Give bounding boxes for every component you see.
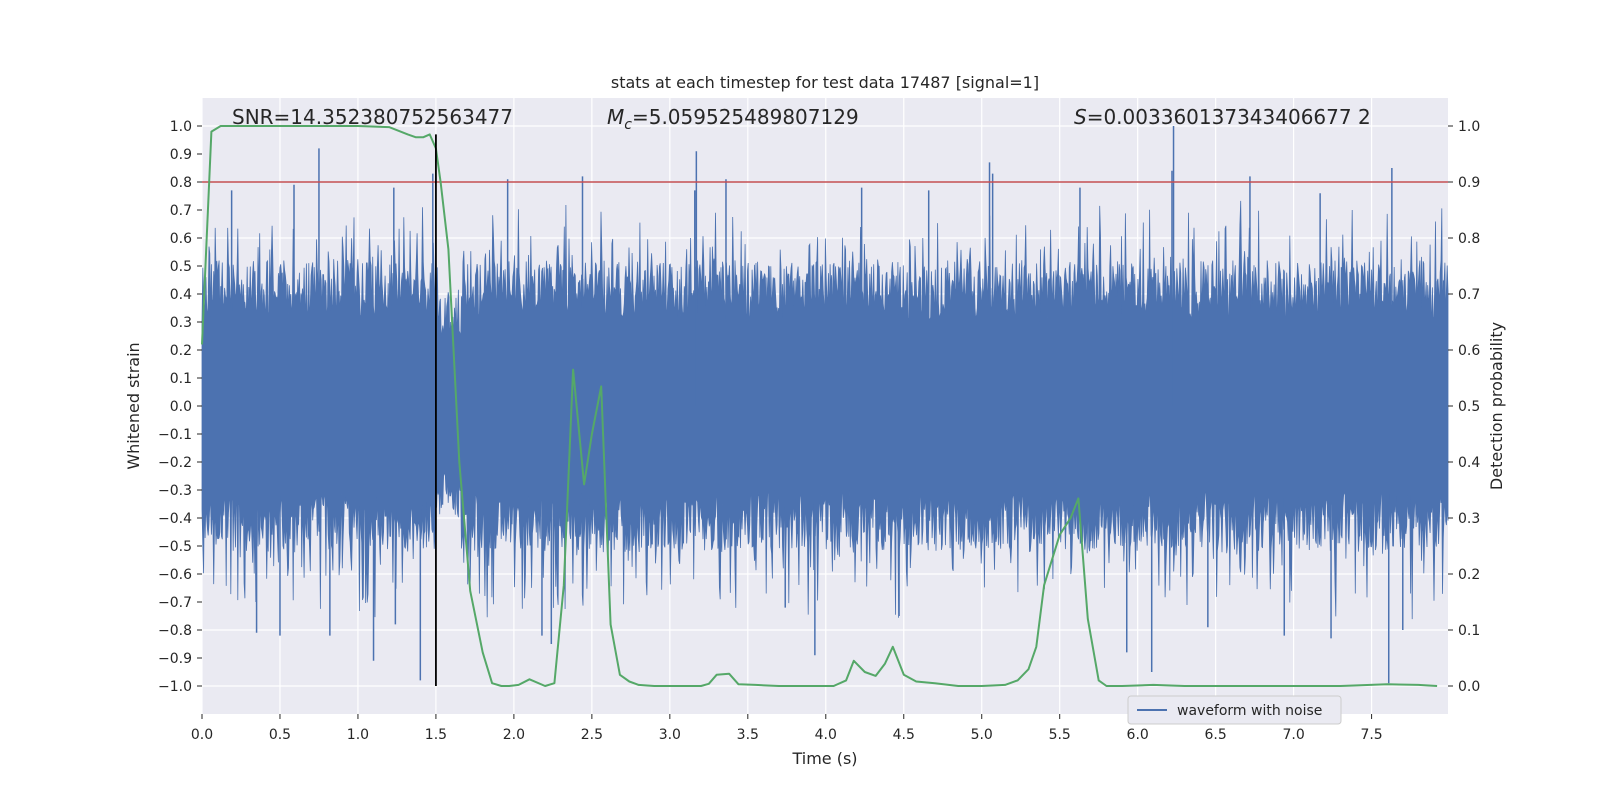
waveform-envelope <box>201 200 1449 620</box>
x-tick-label: 0.5 <box>269 727 291 743</box>
x-tick-label: 5.5 <box>1049 727 1071 743</box>
chart-title: stats at each timestep for test data 174… <box>611 73 1039 92</box>
y2-tick-label: 0.5 <box>1458 399 1480 415</box>
x-tick-label: 0.0 <box>191 727 213 743</box>
y-tick-label: 0.1 <box>170 371 192 387</box>
y2-tick-label: 0.4 <box>1458 455 1480 471</box>
y2-tick-label: 0.2 <box>1458 567 1480 583</box>
y-tick-label: 0.3 <box>170 315 192 331</box>
y-tick-label: −0.1 <box>158 427 192 443</box>
legend-box <box>1127 695 1342 725</box>
s-value: =0.003360137343406677 2 <box>1087 105 1371 129</box>
y-tick-label: −0.2 <box>158 455 192 471</box>
legend-label: waveform with noise <box>1177 703 1322 719</box>
s-symbol: S <box>1074 105 1087 129</box>
x-tick-label: 4.0 <box>815 727 837 743</box>
y-tick-label: 0.8 <box>170 175 192 191</box>
y2-tick-label: 0.3 <box>1458 511 1480 527</box>
x-tick-label: 6.5 <box>1205 727 1227 743</box>
legend: waveform with noise <box>1127 695 1342 725</box>
y-tick-label: 0.2 <box>170 343 192 359</box>
y2-axis-label: Detection probability <box>1487 322 1506 490</box>
y2-tick-label: 0.7 <box>1458 287 1480 303</box>
y2-tick-label: 0.1 <box>1458 623 1480 639</box>
x-tick-label: 1.0 <box>347 727 369 743</box>
y2-tick-label: 0.0 <box>1458 679 1480 695</box>
chirp-mass-value: =5.059525489807129 <box>632 105 859 129</box>
y-tick-label: 0.6 <box>170 231 192 247</box>
y-tick-label: 0.4 <box>170 287 192 303</box>
y-tick-label: −0.4 <box>158 511 192 527</box>
y2-tick-label: 0.6 <box>1458 343 1480 359</box>
x-tick-label: 6.0 <box>1127 727 1149 743</box>
y-tick-label: −0.7 <box>158 595 192 611</box>
chirp-mass-symbol: M <box>607 105 624 129</box>
snr-annotation: SNR=14.352380752563477 <box>232 105 513 129</box>
y-tick-label: 0.0 <box>170 399 192 415</box>
x-tick-label: 7.0 <box>1282 727 1304 743</box>
y2-tick-label: 0.8 <box>1458 231 1480 247</box>
chirp-mass-annotation: Mc=5.059525489807129 <box>607 105 859 133</box>
x-tick-label: 2.0 <box>503 727 525 743</box>
y-axis-right: 0.0 0.1 0.2 0.3 0.4 0.5 0.6 0.7 0.8 0.9 1.0 <box>1448 119 1480 695</box>
y2-tick-label: 0.9 <box>1458 175 1480 191</box>
x-axis: 0.0 0.5 1.0 1.5 2.0 2.5 3.0 3.5 4.0 4.5 5.0 5.5 6.0 6… <box>191 714 1383 743</box>
x-tick-label: 3.0 <box>659 727 681 743</box>
detection-probability-series <box>201 125 1438 687</box>
y-tick-label: 0.5 <box>170 259 192 275</box>
x-tick-label: 2.5 <box>581 727 603 743</box>
y-tick-label: −1.0 <box>158 679 192 695</box>
x-tick-label: 5.0 <box>971 727 993 743</box>
y-tick-label: −0.8 <box>158 623 192 639</box>
y-tick-label: −0.9 <box>158 651 192 667</box>
x-tick-label: 1.5 <box>425 727 447 743</box>
x-tick-label: 3.5 <box>737 727 759 743</box>
y-tick-label: 1.0 <box>170 119 192 135</box>
x-tick-label: 7.5 <box>1360 727 1382 743</box>
y-axis-left: −1.0 −0.9 −0.8 −0.7 −0.6 −0.5 −0.4 −0.3 −0.2 −0.1… <box>158 119 202 695</box>
s-annotation: S=0.003360137343406677 2 <box>1074 105 1371 129</box>
y-axis-label: Whitened strain <box>124 342 143 469</box>
detection-probability-line <box>201 125 1438 687</box>
waveform-series <box>201 126 1449 684</box>
y-tick-label: 0.9 <box>170 147 192 163</box>
y2-tick-label: 1.0 <box>1458 119 1480 135</box>
y-tick-label: −0.5 <box>158 539 192 555</box>
y-tick-label: −0.3 <box>158 483 192 499</box>
y-tick-label: −0.6 <box>158 567 192 583</box>
x-tick-label: 4.5 <box>893 727 915 743</box>
y-tick-label: 0.7 <box>170 203 192 219</box>
chirp-mass-subscript: c <box>624 117 632 133</box>
x-axis-label: Time (s) <box>791 749 857 768</box>
